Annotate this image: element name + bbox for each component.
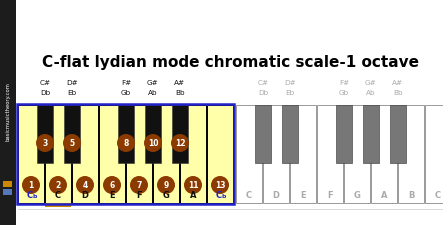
Circle shape	[103, 176, 121, 194]
Circle shape	[157, 176, 175, 194]
Bar	[371, 105, 397, 203]
Text: Bb: Bb	[393, 90, 403, 96]
Text: A: A	[381, 191, 387, 200]
Text: basicmusictheory.com: basicmusictheory.com	[5, 83, 11, 142]
Bar	[3, 189, 12, 195]
Bar	[3, 181, 12, 187]
Bar	[236, 105, 262, 203]
Circle shape	[144, 134, 162, 152]
Text: C: C	[27, 191, 33, 200]
Text: C: C	[246, 191, 252, 200]
Text: 6: 6	[109, 180, 115, 189]
Text: Gb: Gb	[121, 90, 131, 96]
Text: 3: 3	[43, 139, 48, 148]
Text: C: C	[55, 191, 61, 200]
Text: C#: C#	[39, 80, 51, 86]
Circle shape	[76, 176, 94, 194]
Text: G#: G#	[365, 80, 377, 86]
Bar	[72, 105, 98, 203]
Bar	[263, 105, 289, 203]
Text: Db: Db	[40, 90, 50, 96]
Text: 10: 10	[148, 139, 158, 148]
Text: 4: 4	[82, 180, 88, 189]
Bar	[45, 203, 71, 207]
Text: 12: 12	[175, 139, 185, 148]
Bar	[290, 105, 316, 203]
Text: 1: 1	[28, 180, 34, 189]
Text: C-flat lydian mode chromatic scale-1 octave: C-flat lydian mode chromatic scale-1 oct…	[42, 56, 419, 70]
Bar	[425, 105, 443, 203]
Text: G: G	[163, 191, 169, 200]
Bar	[0, 0, 16, 225]
Text: A#: A#	[392, 80, 404, 86]
Text: Gb: Gb	[339, 90, 349, 96]
Text: F: F	[136, 191, 142, 200]
Bar	[398, 105, 424, 203]
Text: Ab: Ab	[366, 90, 376, 96]
Circle shape	[22, 176, 40, 194]
Text: F: F	[327, 191, 333, 200]
Text: b: b	[33, 194, 37, 199]
Text: 5: 5	[70, 139, 74, 148]
Text: E: E	[109, 191, 115, 200]
Bar	[317, 105, 343, 203]
Text: D#: D#	[284, 80, 296, 86]
Bar	[17, 104, 234, 204]
Bar	[99, 105, 125, 203]
Bar	[390, 105, 406, 163]
Bar	[180, 105, 206, 203]
Circle shape	[36, 134, 54, 152]
Circle shape	[63, 134, 81, 152]
Bar	[126, 105, 152, 203]
Bar	[45, 105, 71, 203]
Bar	[18, 105, 44, 203]
Text: C#: C#	[257, 80, 268, 86]
Text: Eb: Eb	[285, 90, 295, 96]
Text: Bb: Bb	[175, 90, 185, 96]
Text: D#: D#	[66, 80, 78, 86]
Bar	[172, 105, 188, 163]
Circle shape	[184, 176, 202, 194]
Bar	[363, 105, 379, 163]
Text: E: E	[300, 191, 306, 200]
Text: 9: 9	[163, 180, 169, 189]
Text: C: C	[216, 191, 222, 200]
Bar	[207, 105, 233, 203]
Text: C: C	[435, 191, 441, 200]
Circle shape	[49, 176, 67, 194]
Text: Ab: Ab	[148, 90, 158, 96]
Bar	[282, 105, 298, 163]
Bar	[336, 105, 352, 163]
Text: F#: F#	[339, 80, 349, 86]
Text: A#: A#	[175, 80, 186, 86]
Bar	[118, 105, 134, 163]
Text: 8: 8	[123, 139, 128, 148]
Circle shape	[171, 134, 189, 152]
Text: Db: Db	[258, 90, 268, 96]
Circle shape	[130, 176, 148, 194]
Text: G#: G#	[147, 80, 159, 86]
Text: 11: 11	[188, 180, 198, 189]
Bar	[344, 105, 370, 203]
Text: F#: F#	[121, 80, 131, 86]
Bar	[37, 105, 53, 163]
Text: Eb: Eb	[67, 90, 77, 96]
Text: G: G	[354, 191, 361, 200]
Bar	[153, 105, 179, 203]
Text: B: B	[408, 191, 414, 200]
Text: D: D	[272, 191, 280, 200]
Text: D: D	[82, 191, 89, 200]
Text: 13: 13	[215, 180, 225, 189]
Bar	[145, 105, 161, 163]
Circle shape	[117, 134, 135, 152]
Text: 2: 2	[55, 180, 61, 189]
Text: b: b	[222, 194, 226, 199]
Text: A: A	[190, 191, 196, 200]
Bar	[255, 105, 271, 163]
Bar	[64, 105, 80, 163]
Text: 7: 7	[136, 180, 142, 189]
Circle shape	[211, 176, 229, 194]
